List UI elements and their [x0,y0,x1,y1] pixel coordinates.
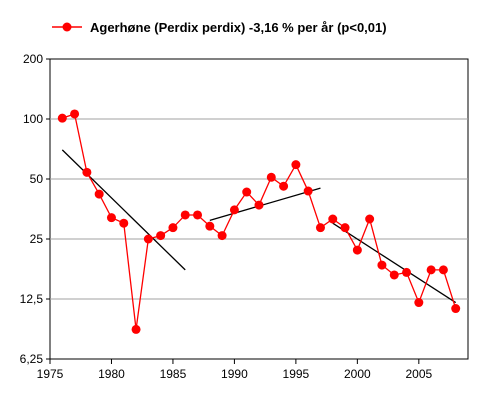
data-point [193,210,203,220]
data-point [402,267,412,277]
data-point [279,181,289,191]
trend-line [209,187,321,222]
data-point [156,231,166,241]
x-tick-label: 2005 [405,367,432,381]
legend-marker-swatch [62,22,72,32]
data-point [266,172,276,182]
y-tick-label: 25 [30,232,44,246]
data-point [119,218,129,228]
data-point [438,265,448,275]
data-point [328,214,338,224]
legend: Agerhøne (Perdix perdix) -3,16 % per år … [52,20,387,35]
data-point [352,245,362,255]
data-point [303,186,313,196]
data-point [70,109,80,119]
data-point [82,167,92,177]
data-point [217,231,227,241]
data-point [426,265,436,275]
y-tick-label: 12,5 [20,292,44,306]
data-point [389,270,399,280]
data-point [414,298,424,308]
grid-lines [50,118,468,300]
legend-entry-label: Agerhøne (Perdix perdix) -3,16 % per år … [90,20,387,35]
y-tick-label: 50 [30,172,44,186]
x-tick-label: 1975 [37,367,64,381]
x-tick-label: 1995 [283,367,310,381]
data-point [365,214,375,224]
trend-line [332,222,457,304]
data-point [451,304,461,314]
data-point [143,234,153,244]
data-point [94,189,104,199]
y-tick-label: 200 [23,52,43,66]
x-tick-label: 2000 [344,367,371,381]
data-point [106,213,116,223]
data-point [242,187,252,197]
data-point [131,324,141,334]
trend-lines [61,149,457,304]
data-point [57,113,67,123]
x-axis: 1975 1980 1985 1990 1995 2000 2005 [37,359,432,381]
x-tick-label: 1985 [160,367,187,381]
y-tick-label: 6,25 [20,352,44,366]
data-point [168,223,178,233]
data-point [377,260,387,270]
series-layer [57,109,461,334]
y-tick-label: 100 [23,112,43,126]
x-tick-label: 1980 [98,367,125,381]
data-point [229,205,239,215]
x-tick-label: 1990 [221,367,248,381]
data-point [254,200,264,210]
data-point [340,223,350,233]
y-axis: 6,25 12,5 25 50 100 200 [20,52,50,366]
data-point [315,223,325,233]
data-point [291,160,301,170]
data-point [180,210,190,220]
data-point [205,221,215,231]
trend-line [61,149,186,271]
